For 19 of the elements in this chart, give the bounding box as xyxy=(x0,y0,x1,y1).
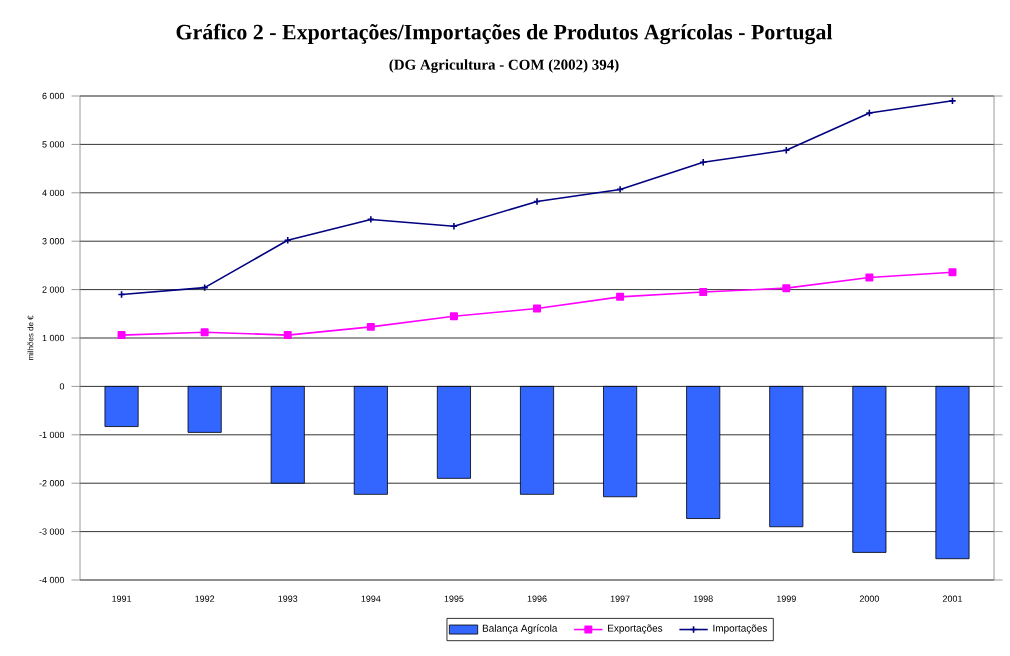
point xyxy=(449,222,458,231)
point xyxy=(366,322,375,331)
point xyxy=(699,288,708,297)
point xyxy=(616,292,625,301)
point xyxy=(782,146,791,155)
point xyxy=(616,185,625,194)
point xyxy=(449,312,458,321)
chart-title: Gráfico 2 - Exportações/Importações de Produtos Agrícolas - Portugal xyxy=(176,23,833,45)
point xyxy=(948,268,957,277)
point xyxy=(283,331,292,340)
point xyxy=(865,108,874,117)
point xyxy=(782,284,791,293)
point xyxy=(283,236,292,245)
point xyxy=(117,331,126,340)
point xyxy=(533,197,542,206)
point xyxy=(200,328,209,337)
point xyxy=(865,273,874,282)
point xyxy=(533,304,542,313)
point xyxy=(366,215,375,224)
